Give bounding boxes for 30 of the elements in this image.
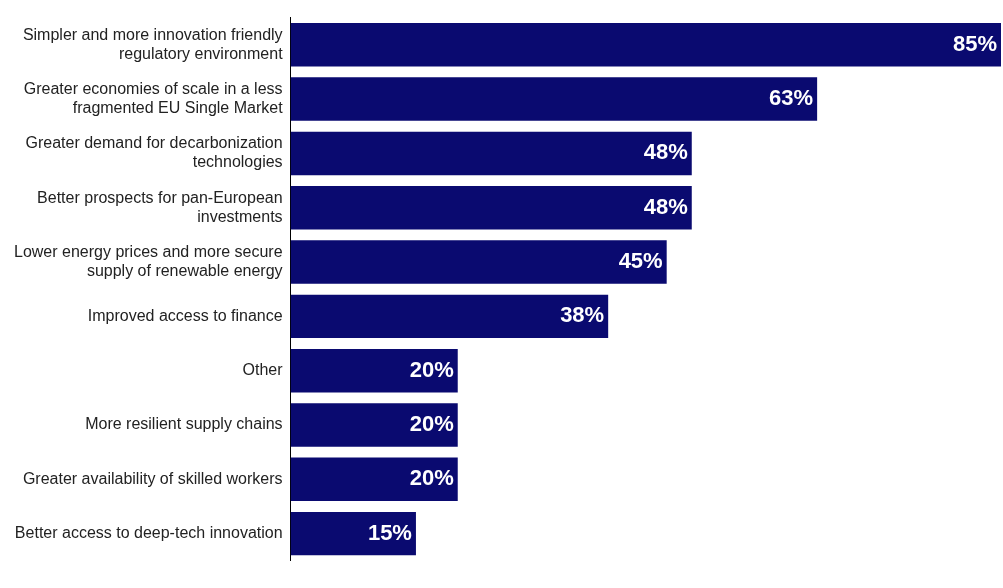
y-tick-label: Better prospects for pan-European investments — [37, 188, 283, 225]
y-tick-label: Simpler and more innovation friendly regulatory environment — [22, 25, 284, 62]
data-label: 45% — [618, 248, 663, 274]
y-tick-label: Greater demand for decarbonization technologies — [25, 134, 283, 171]
y-tick-label: Other — [242, 361, 284, 379]
data-label: 48% — [643, 139, 688, 165]
data-label: 20% — [409, 411, 454, 437]
data-label: 20% — [409, 465, 454, 491]
data-label: 48% — [643, 193, 688, 219]
y-tick-label: Improved access to finance — [87, 306, 283, 324]
y-tick-label: Lower energy prices and more secure supply of renewable energy — [14, 242, 283, 280]
bar — [290, 294, 609, 339]
y-tick-label: Better access to deep-tech innovation — [14, 524, 283, 542]
bar — [290, 403, 458, 447]
bar — [290, 240, 667, 284]
bar — [290, 131, 692, 176]
y-tick-label: More resilient supply chains — [85, 415, 283, 433]
bar — [290, 77, 818, 121]
data-label: 38% — [560, 302, 605, 328]
data-label: 63% — [769, 85, 814, 111]
bar — [290, 457, 458, 502]
data-label: 15% — [367, 519, 412, 545]
bar — [290, 23, 1001, 67]
y-tick-label: Greater economies of scale in a less fragmented EU Single Market — [23, 79, 284, 117]
bar — [290, 348, 458, 393]
data-label: 85% — [952, 30, 997, 56]
bar — [290, 185, 692, 230]
y-tick-label: Greater availability of skilled workers — [22, 469, 283, 487]
bar — [290, 511, 416, 556]
data-label: 20% — [409, 356, 454, 382]
